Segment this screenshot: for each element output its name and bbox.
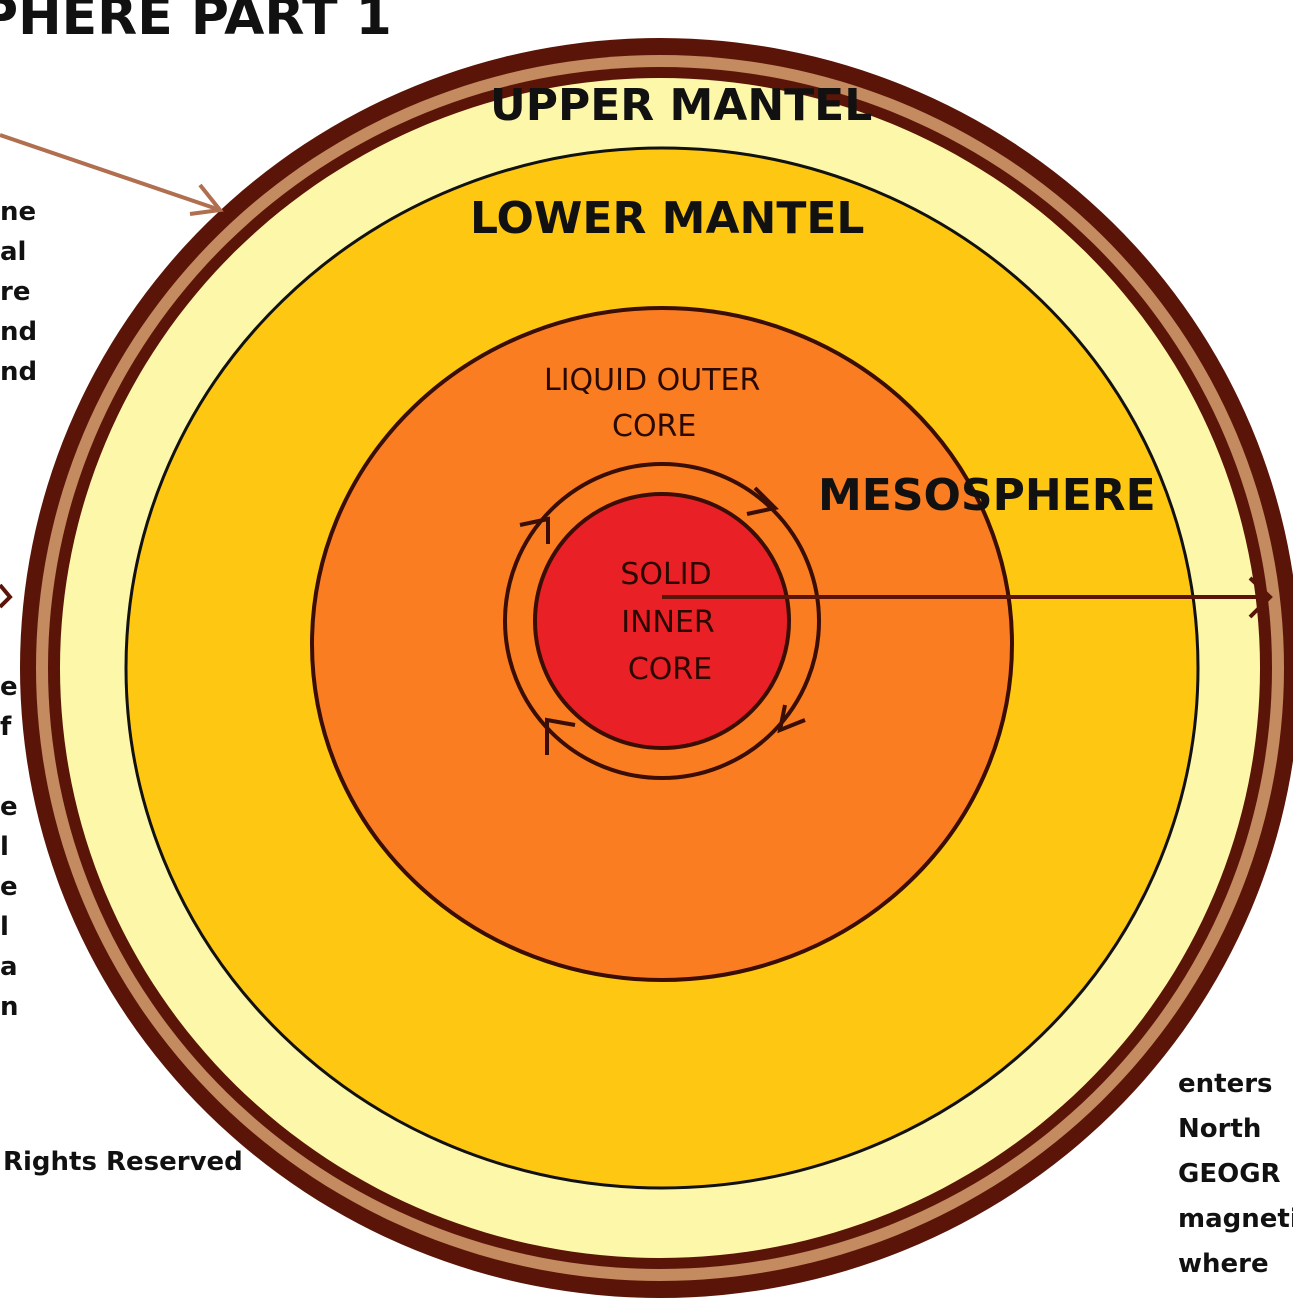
mesosphere-label: MESOSPHERE bbox=[818, 470, 1156, 521]
text-line: where bbox=[1178, 1249, 1269, 1279]
text-line: North bbox=[1178, 1114, 1261, 1144]
text-line: a bbox=[0, 952, 18, 982]
text-line: e bbox=[0, 672, 18, 702]
text-line: f bbox=[0, 712, 12, 742]
outer-core-label: CORE bbox=[612, 409, 696, 444]
diagram: PHERE PART 1 UPPER MANTEL LOWER MANTEL L… bbox=[0, 0, 1293, 1298]
inner-core-label: CORE bbox=[628, 652, 712, 687]
text-line: magneti bbox=[1178, 1204, 1293, 1234]
upper-mantel-label: UPPER MANTEL bbox=[490, 80, 872, 131]
title: PHERE PART 1 bbox=[0, 0, 392, 47]
page: PHERE PART 1 UPPER MANTEL LOWER MANTEL L… bbox=[0, 0, 1293, 1298]
text-line: l bbox=[0, 912, 9, 942]
inner-core-label: INNER bbox=[621, 605, 715, 640]
text-line: l bbox=[0, 832, 9, 862]
text-line: enters bbox=[1178, 1069, 1273, 1099]
lower-mantel-label: LOWER MANTEL bbox=[470, 193, 864, 244]
outer-core-label: LIQUID OUTER bbox=[544, 363, 760, 398]
text-line: GEOGR bbox=[1178, 1159, 1281, 1189]
inner-core-label: SOLID bbox=[620, 557, 711, 592]
text-line: ne bbox=[0, 197, 36, 227]
text-line: al bbox=[0, 237, 26, 267]
text-line: re bbox=[0, 277, 30, 307]
text-line: e bbox=[0, 792, 18, 822]
text-line: n bbox=[0, 992, 19, 1022]
right-text: enters North GEOGR magneti where bbox=[1178, 1069, 1293, 1279]
text-line: e bbox=[0, 872, 18, 902]
text-line: nd bbox=[0, 357, 37, 387]
copyright: Rights Reserved bbox=[3, 1147, 243, 1177]
text-line: nd bbox=[0, 317, 37, 347]
